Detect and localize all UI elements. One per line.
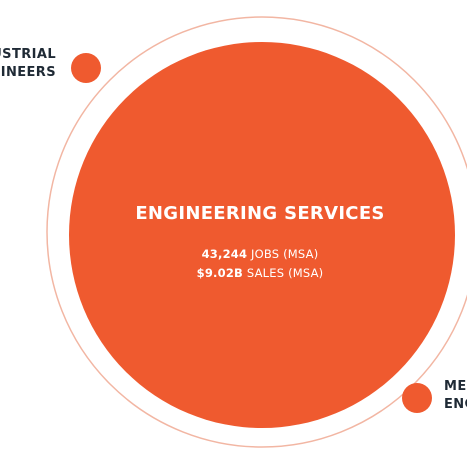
outer-ring bbox=[46, 16, 467, 448]
center-title: ENGINEERING SERVICES bbox=[135, 203, 385, 224]
sales-value: $9.02B bbox=[196, 266, 243, 280]
jobs-unit: JOBS (MSA) bbox=[251, 247, 319, 261]
sales-unit: SALES (MSA) bbox=[246, 266, 324, 280]
node-label-left-line2: INEERS bbox=[0, 65, 56, 80]
sales-metric: $9.02B SALES (MSA) bbox=[80, 266, 440, 280]
jobs-metric: 43,244 JOBS (MSA) bbox=[80, 247, 440, 261]
jobs-value: 43,244 bbox=[201, 247, 248, 261]
node-label-right: ME ENG bbox=[444, 378, 467, 414]
node-label-left: USTRIAL INEERS bbox=[0, 46, 56, 82]
node-dot-right[interactable] bbox=[402, 383, 432, 413]
node-label-right-line2: ENG bbox=[444, 397, 467, 412]
node-label-right-line1: ME bbox=[444, 379, 467, 394]
node-label-left-line1: USTRIAL bbox=[0, 47, 56, 62]
node-dot-left[interactable] bbox=[71, 53, 101, 83]
main-circle bbox=[69, 42, 455, 428]
